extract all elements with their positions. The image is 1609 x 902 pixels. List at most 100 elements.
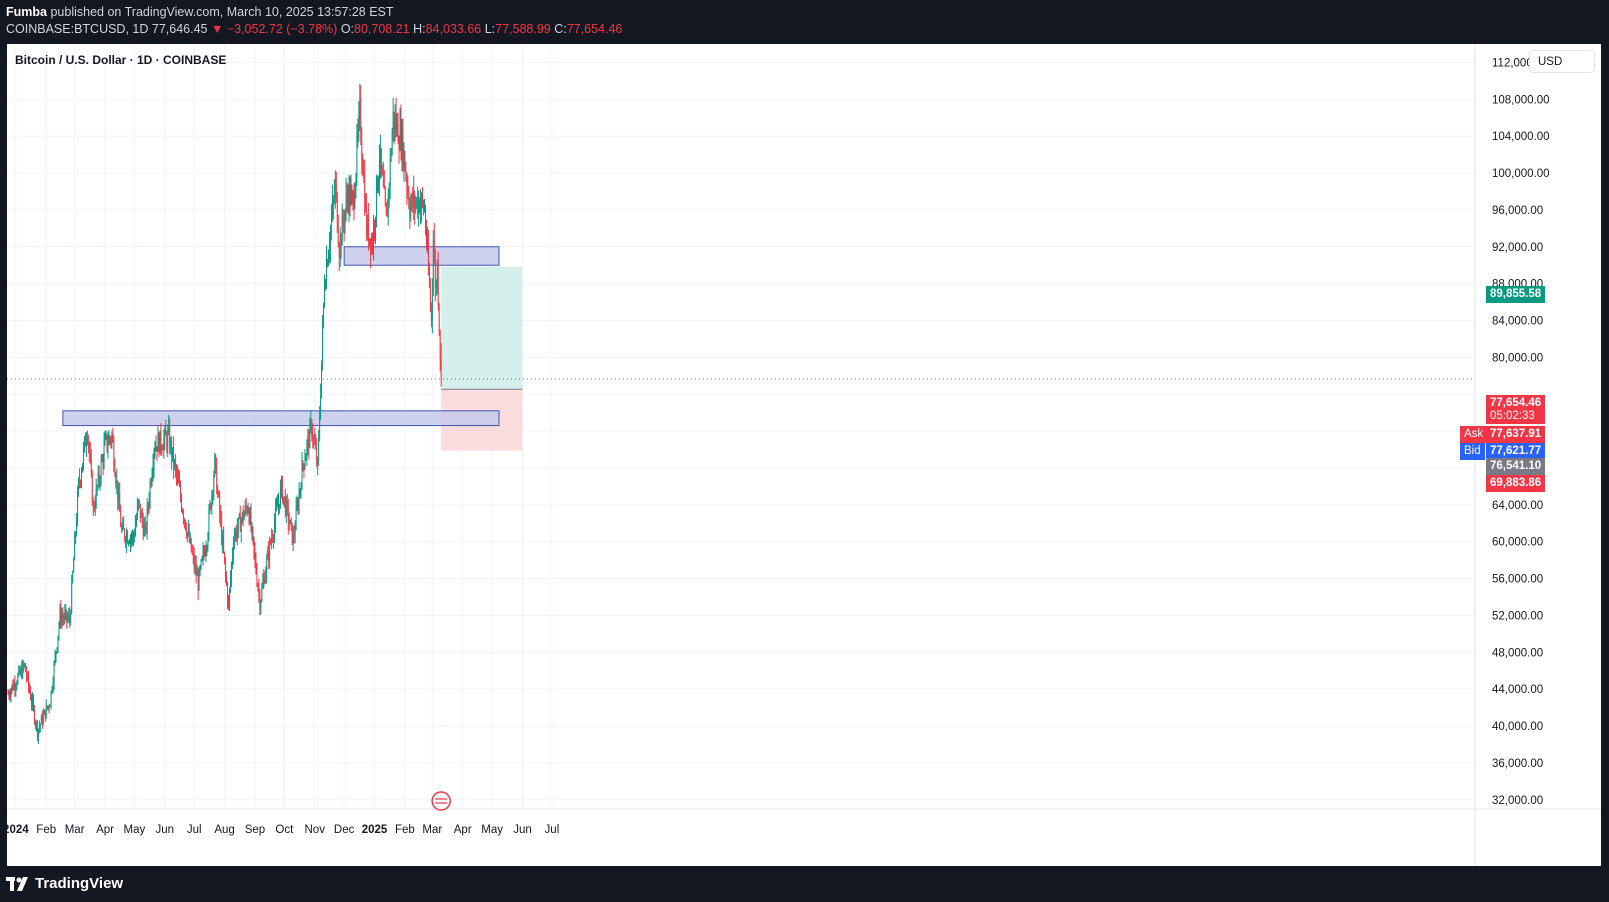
candle-body (350, 191, 352, 205)
candle-body (240, 520, 242, 532)
candle-body (406, 177, 408, 189)
candle-body (412, 194, 414, 206)
candle-body (435, 285, 437, 288)
candle-body (307, 435, 309, 443)
high-label: H: (413, 22, 426, 36)
candle-body (88, 443, 90, 455)
close-value: 77,654.46 (566, 22, 623, 36)
close-label: C: (554, 22, 567, 36)
chart-pane[interactable]: 112,000.00 108,000.00 104,000.00 100,000.00… (7, 44, 1601, 866)
candle-body (244, 505, 246, 514)
candle-body (306, 442, 308, 456)
candle-body (150, 482, 152, 484)
candle-body (266, 559, 268, 574)
candle-body (63, 617, 65, 619)
price-tick-label: 100,000.00 (1492, 168, 1550, 180)
candle-body (259, 593, 261, 611)
candle-body (283, 496, 285, 498)
candle-body (233, 544, 234, 555)
tradingview-logo[interactable]: TradingView (6, 875, 123, 892)
candle-body (113, 441, 115, 467)
down-triangle-icon: ▼ (210, 22, 224, 36)
candle-body (348, 184, 350, 207)
candle-body (175, 461, 176, 468)
candle-body (317, 459, 319, 464)
time-tick-label: 2024 (7, 824, 29, 836)
candle-body (374, 225, 375, 230)
candle-body (285, 499, 287, 515)
candle-body (424, 209, 425, 211)
candle-body (85, 437, 86, 447)
candle-body (364, 175, 366, 211)
candle-body (45, 705, 47, 719)
candle-body (56, 647, 58, 652)
candle-body (300, 489, 302, 491)
time-tick-label: Dec (334, 824, 355, 836)
candle-body (311, 422, 313, 435)
candle-body (34, 707, 35, 723)
price-tick-label: 32,000.00 (1492, 795, 1543, 807)
candle-body (224, 551, 225, 561)
tradingview-icon (6, 876, 28, 891)
candle-body (252, 527, 254, 538)
high-value: 84,033.66 (425, 22, 482, 36)
published-text: published on TradingView.com, March 10, … (50, 5, 394, 19)
candle-body (78, 479, 79, 493)
candle-body (19, 668, 21, 674)
candle-body (299, 489, 301, 493)
candle-body (7, 693, 9, 695)
candle-body (156, 446, 158, 452)
candle-body (330, 228, 331, 247)
candle-body (372, 239, 373, 250)
candle-body (398, 143, 400, 149)
candle-body (331, 201, 333, 218)
candle-body (380, 148, 382, 169)
candle-body (211, 493, 213, 509)
candle-body (27, 674, 28, 678)
candle-body (233, 536, 235, 545)
publisher-name[interactable]: Fumba (6, 5, 47, 19)
candle-body (178, 476, 179, 483)
candle-body (106, 434, 108, 449)
candle-body (242, 512, 244, 520)
candle-body (131, 537, 132, 539)
candle-body (434, 262, 436, 288)
candle-body (31, 699, 32, 705)
ask-price-tag: 77,637.91 (1486, 426, 1546, 443)
support-resistance-zone[interactable] (343, 246, 500, 266)
candle-body (296, 504, 298, 509)
candle-body (429, 286, 431, 307)
candle-body (30, 691, 31, 700)
candle-body (399, 123, 401, 149)
candle-body (152, 465, 154, 474)
price-tick-label: 108,000.00 (1492, 94, 1550, 106)
candle-body (40, 716, 42, 725)
time-tick-label: 2025 (362, 824, 388, 836)
candle-body (38, 726, 40, 730)
candle-body (86, 437, 88, 442)
candle-body (199, 567, 201, 570)
profit-zone[interactable] (441, 266, 523, 390)
candle-body (44, 710, 46, 719)
candle-body (293, 534, 295, 536)
price-chart[interactable]: 112,000.00 108,000.00 104,000.00 100,000.00… (7, 44, 1601, 866)
candle-body (79, 479, 80, 482)
candle-body (314, 437, 316, 444)
candle-body (254, 549, 256, 558)
support-resistance-zone[interactable] (62, 410, 500, 427)
price-tick-label: 64,000.00 (1492, 500, 1543, 512)
candle-body (214, 455, 216, 476)
candle-body (221, 519, 223, 543)
price-tick-label: 56,000.00 (1492, 574, 1543, 586)
candle-body (387, 190, 389, 218)
candle-body (316, 448, 318, 464)
candle-body (419, 200, 420, 212)
candle-body (295, 508, 297, 530)
candle-body (193, 554, 195, 568)
candle-body (81, 471, 82, 483)
candle-body (288, 523, 290, 525)
currency-button[interactable]: USD (1529, 50, 1595, 73)
candle-body (380, 148, 381, 162)
candle-body (201, 557, 203, 561)
us-flag-event-icon[interactable] (431, 791, 451, 811)
